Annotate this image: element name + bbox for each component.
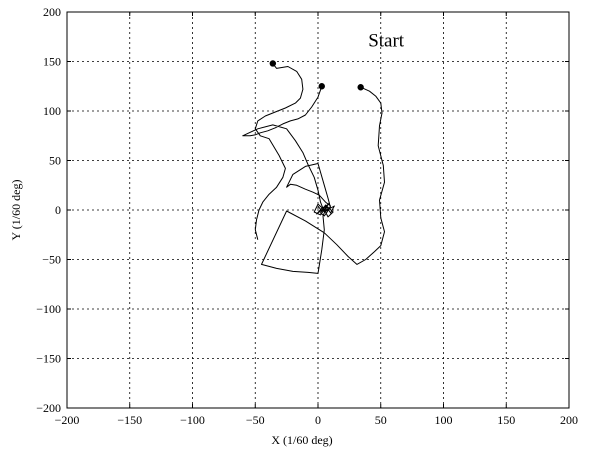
start-annotation: Start xyxy=(368,31,405,52)
trajectory-line-1 xyxy=(254,63,304,240)
y-tick-label: 200 xyxy=(43,5,61,19)
x-axis-title: X (1/60 deg) xyxy=(271,433,332,447)
x-tick-label: −50 xyxy=(246,413,265,427)
x-tick-label: −100 xyxy=(180,413,205,427)
start-markers xyxy=(269,60,364,91)
y-tick-label: 150 xyxy=(43,55,61,69)
x-tick-label: −150 xyxy=(117,413,142,427)
x-tick-label: 100 xyxy=(435,413,453,427)
y-axis-title: Y (1/60 deg) xyxy=(9,180,23,241)
trajectory-series xyxy=(242,63,385,274)
y-tick-label: −50 xyxy=(42,253,61,267)
start-point-2 xyxy=(318,83,325,90)
y-tick-label: 0 xyxy=(55,203,61,217)
axis-ticks xyxy=(66,11,570,409)
x-tick-label: 200 xyxy=(560,413,578,427)
x-tick-label: 50 xyxy=(375,413,387,427)
x-tick-label: 0 xyxy=(315,413,321,427)
start-point-3 xyxy=(357,84,364,91)
y-tick-label: −200 xyxy=(36,401,61,415)
x-tick-labels: −200 −150 −100 −50 0 50 100 150 200 xyxy=(55,413,578,427)
x-tick-label: 150 xyxy=(497,413,515,427)
trajectory-line-2 xyxy=(242,86,332,213)
x-tick-label: −200 xyxy=(55,413,80,427)
start-point-1 xyxy=(269,60,277,67)
grid xyxy=(67,12,569,408)
y-tick-label: −100 xyxy=(36,302,61,316)
trajectory-line-3 xyxy=(261,86,385,274)
y-tick-label: 50 xyxy=(49,154,61,168)
y-tick-label: −150 xyxy=(36,352,61,366)
y-tick-labels: −200 −150 −100 −50 0 50 100 150 200 xyxy=(36,5,61,415)
y-tick-label: 100 xyxy=(43,104,61,118)
